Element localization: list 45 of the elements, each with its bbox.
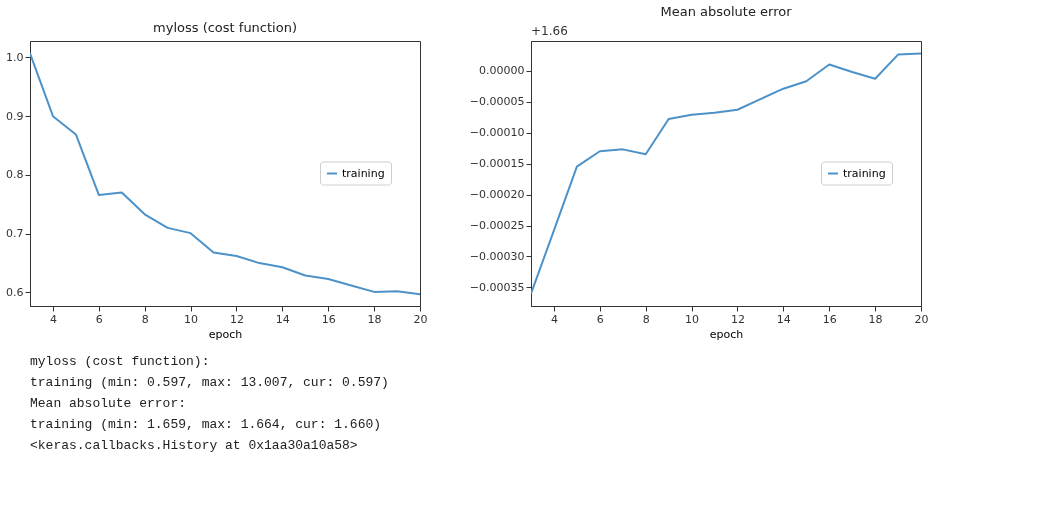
text: training (min: 0.597, max: 13.007, cur: 0.597) <box>30 375 389 390</box>
line-series <box>30 52 420 296</box>
y-tick-label: −0.00015 <box>469 157 525 171</box>
x-tick-label: 12 <box>229 312 244 326</box>
x-tick-label: 16 <box>822 312 837 326</box>
x-tick-label: 4 <box>550 312 558 326</box>
x-tick-label: 4 <box>49 312 57 326</box>
y-tick-label: −0.00020 <box>469 188 525 202</box>
x-tick-label: 12 <box>730 312 745 326</box>
x-tick-label: 16 <box>321 312 336 326</box>
x-tick-label: 14 <box>776 312 791 326</box>
legend-label: training <box>843 166 886 180</box>
y-tick-label: −0.00025 <box>469 219 525 233</box>
y-tick-label: 0.8 <box>6 168 24 182</box>
y-tick-label: −0.00010 <box>469 126 525 140</box>
y-tick-label: 0.00000 <box>479 64 525 78</box>
text: myloss (cost function): <box>30 354 210 369</box>
x-tick-label: 20 <box>413 312 428 326</box>
line-series <box>531 52 921 295</box>
y-tick-label: 0.9 <box>6 109 24 123</box>
x-tick-label: 10 <box>685 312 700 326</box>
x-tick-label: 6 <box>596 312 604 326</box>
x-axis-title: epoch <box>208 327 243 341</box>
text: +1.66 <box>531 24 568 38</box>
x-tick-label: 14 <box>275 312 290 326</box>
x-tick-label: 18 <box>367 312 382 326</box>
x-tick-label: 10 <box>184 312 199 326</box>
x-tick-label: 6 <box>95 312 103 326</box>
chart-title: myloss (cost function) <box>153 20 297 35</box>
text: Mean absolute error: <box>30 396 187 411</box>
y-tick-label: 0.7 <box>6 227 24 241</box>
y-tick-label: 0.6 <box>6 285 24 299</box>
chart-title: Mean absolute error <box>660 4 793 19</box>
y-tick-label: −0.00030 <box>469 249 525 263</box>
y-tick-label: 1.0 <box>6 50 24 64</box>
y-tick-label: −0.00005 <box>469 95 525 109</box>
x-tick-label: 8 <box>642 312 650 326</box>
legend-label: training <box>342 166 385 180</box>
y-tick-label: −0.00035 <box>469 280 525 294</box>
x-tick-label: 18 <box>868 312 883 326</box>
x-tick-label: 20 <box>914 312 929 326</box>
x-tick-label: 8 <box>141 312 149 326</box>
text: training (min: 1.659, max: 1.664, cur: 1.660) <box>30 417 382 432</box>
x-axis-title: epoch <box>709 327 744 341</box>
text: <keras.callbacks.History at 0x1aa30a10a58> <box>30 438 358 453</box>
